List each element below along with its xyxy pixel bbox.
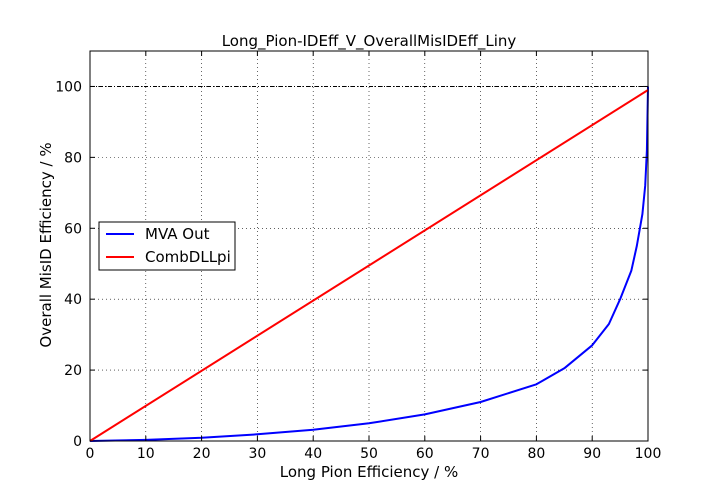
y-tick-label: 20 — [64, 363, 82, 379]
x-tick-label: 20 — [193, 446, 211, 462]
x-tick-label: 30 — [248, 446, 266, 462]
x-tick-label: 90 — [583, 446, 601, 462]
ticks — [89, 51, 649, 442]
x-tick-label: 10 — [137, 446, 155, 462]
series-line-combdllpi — [89, 89, 649, 442]
x-tick-label: 40 — [304, 446, 322, 462]
legend-label-combdllpi: CombDLLpi — [145, 248, 231, 266]
y-tick-label: 0 — [73, 434, 82, 450]
y-axis-label: Overall MisID Efficiency / % — [37, 142, 55, 347]
y-tick-label: 80 — [64, 150, 82, 166]
series-line-mva-out — [89, 86, 649, 442]
y-tick-label: 40 — [64, 292, 82, 308]
x-axis-label: Long Pion Efficiency / % — [280, 463, 459, 481]
legend: MVA Out CombDLLpi — [98, 221, 236, 271]
legend-label-mva-out: MVA Out — [145, 225, 210, 243]
series-layer — [89, 86, 649, 442]
x-tick-label: 50 — [360, 446, 378, 462]
legend-frame — [98, 221, 236, 271]
tick-labels: 0 10 20 30 40 50 60 70 80 90 100 0 20 40 60 80 100 — [55, 79, 661, 462]
chart-title: Long_Pion-IDEff_V_OverallMisIDEff_Liny — [222, 32, 517, 51]
x-tick-label: 80 — [527, 446, 545, 462]
x-tick-label: 100 — [635, 446, 662, 462]
x-tick-label: 60 — [416, 446, 434, 462]
y-tick-label: 100 — [55, 79, 82, 95]
x-tick-label: 70 — [472, 446, 490, 462]
y-tick-label: 60 — [64, 221, 82, 237]
x-tick-label: 0 — [86, 446, 95, 462]
